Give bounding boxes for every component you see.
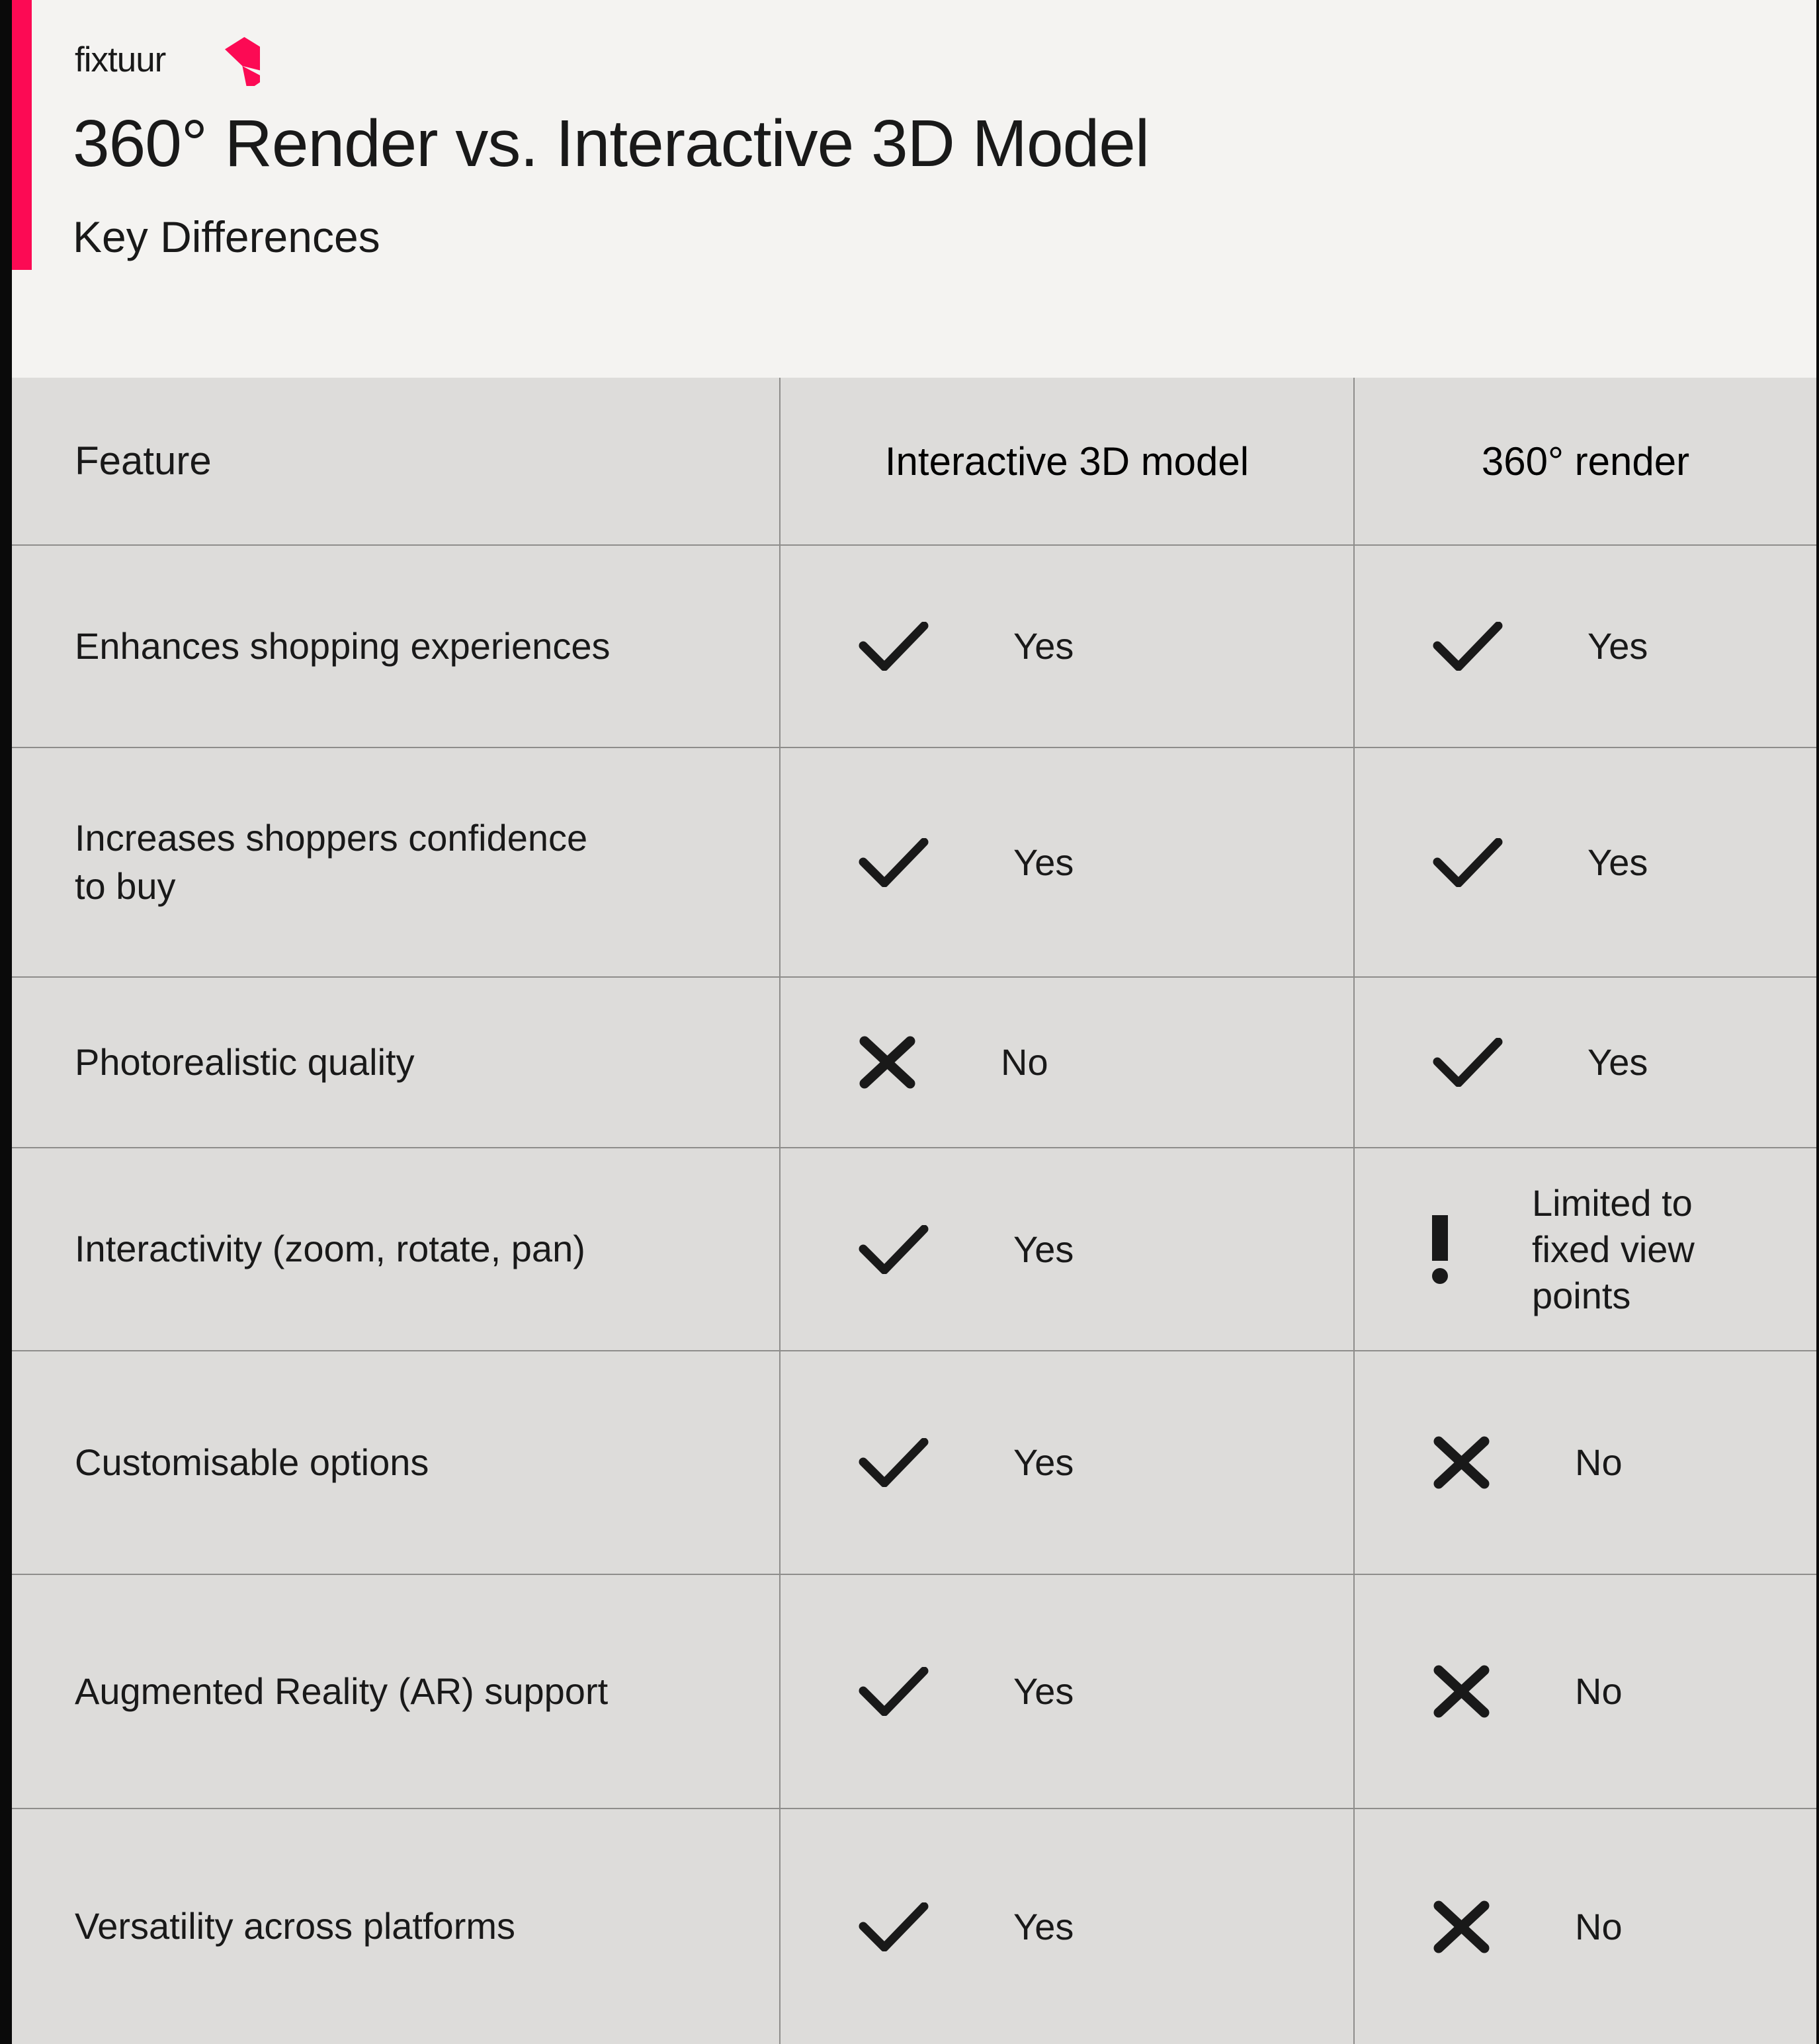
svg-text:fixtuur: fixtuur: [75, 40, 166, 79]
